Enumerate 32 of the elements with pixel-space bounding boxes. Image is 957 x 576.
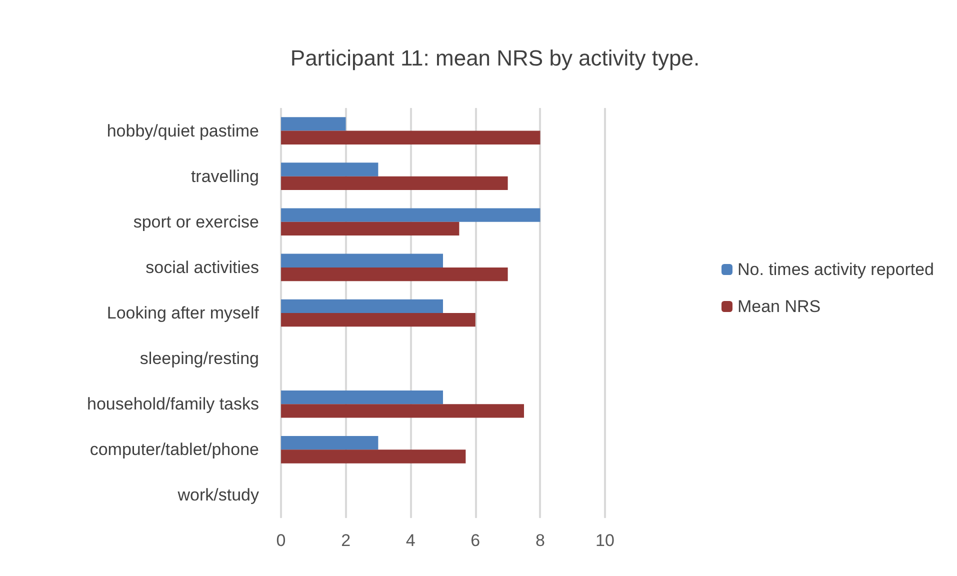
y-tick-label: household/family tasks <box>87 394 259 414</box>
y-tick-label: sport or exercise <box>133 212 259 232</box>
y-tick-label: social activities <box>146 258 259 277</box>
bar <box>281 404 524 418</box>
bar <box>281 254 443 268</box>
x-tick-label: 6 <box>470 531 480 550</box>
bar <box>281 450 466 464</box>
bar <box>281 117 346 131</box>
bar <box>281 130 540 144</box>
bar <box>281 208 540 222</box>
x-tick-label: 4 <box>406 531 416 550</box>
chart-title: Participant 11: mean NRS by activity type. <box>290 46 700 70</box>
x-tick-label: 10 <box>596 531 614 550</box>
y-tick-label: sleeping/resting <box>140 349 259 368</box>
x-tick-label: 0 <box>276 531 286 550</box>
bar <box>281 436 378 450</box>
bar <box>281 390 443 404</box>
y-tick-label: hobby/quiet pastime <box>106 121 259 140</box>
bar <box>281 162 378 176</box>
bar <box>281 313 476 327</box>
bar <box>281 267 508 282</box>
legend-label: Mean NRS <box>737 297 821 316</box>
y-tick-label: computer/tablet/phone <box>90 440 259 460</box>
bar <box>281 299 443 313</box>
bar <box>281 176 508 190</box>
legend-label: No. times activity reported <box>737 260 934 279</box>
y-tick-label: travelling <box>190 166 259 186</box>
y-tick-label: Looking after myself <box>106 304 260 322</box>
y-tick-label: work/study <box>176 486 260 505</box>
bar <box>281 222 460 236</box>
x-tick-label: 8 <box>535 531 545 550</box>
x-tick-label: 2 <box>341 531 351 550</box>
